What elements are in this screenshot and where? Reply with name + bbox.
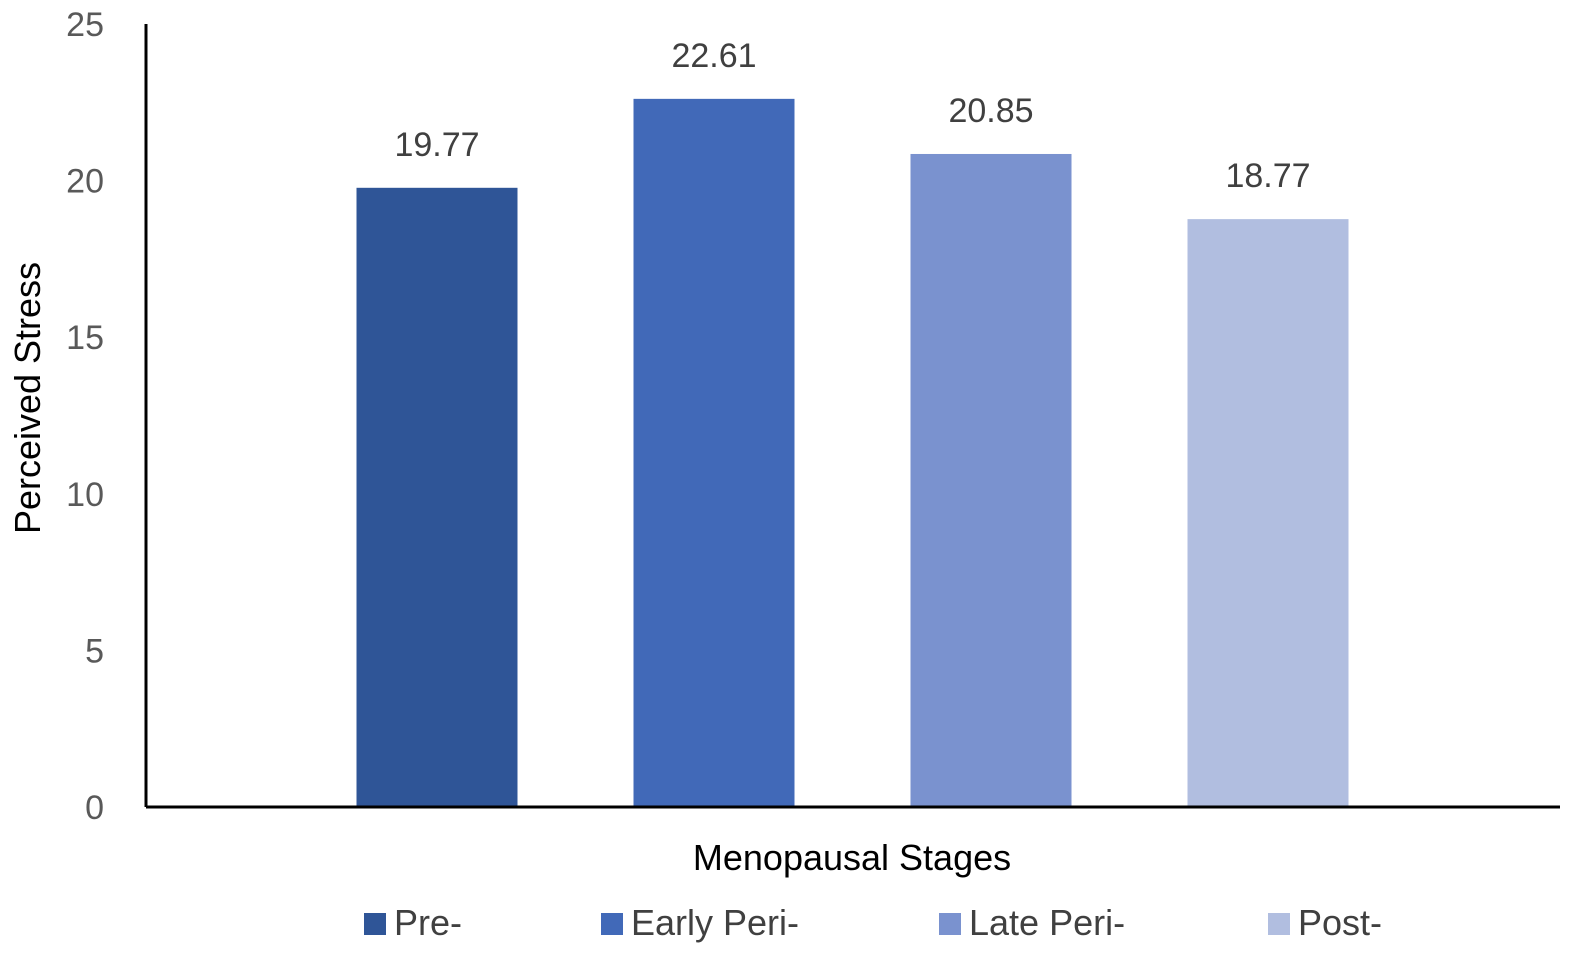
bar: [910, 153, 1072, 807]
data-label: 22.61: [671, 37, 756, 75]
y-tick-label: 0: [85, 789, 104, 827]
legend-label: Early Peri-: [631, 902, 799, 943]
y-axis-title: Perceived Stress: [7, 262, 48, 534]
legend-label: Pre-: [394, 902, 462, 943]
legend-swatch: [939, 913, 961, 935]
legend-label: Late Peri-: [969, 902, 1125, 943]
y-tick-label: 10: [66, 476, 104, 514]
y-tick-label: 15: [66, 319, 104, 357]
legend-swatch: [601, 913, 623, 935]
data-label: 19.77: [394, 126, 479, 164]
bar: [633, 98, 795, 807]
y-tick-label: 20: [66, 163, 104, 201]
data-label: 18.77: [1225, 157, 1310, 195]
bar: [1187, 219, 1349, 807]
legend: Pre- Early Peri- Late Peri- Post-: [364, 902, 1382, 943]
legend-swatch: [1268, 913, 1290, 935]
y-tick-label: 25: [66, 6, 104, 44]
x-axis-title: Menopausal Stages: [693, 837, 1011, 878]
legend-label: Post-: [1298, 902, 1382, 943]
legend-swatch: [364, 913, 386, 935]
y-axis-ticks: 0 5 10 15 20 25: [66, 6, 104, 827]
y-tick-label: 5: [85, 632, 104, 670]
bars: [356, 98, 1349, 808]
data-label: 20.85: [948, 92, 1033, 130]
data-labels: 19.77 22.61 20.85 18.77: [394, 37, 1310, 195]
bar: [356, 187, 518, 808]
